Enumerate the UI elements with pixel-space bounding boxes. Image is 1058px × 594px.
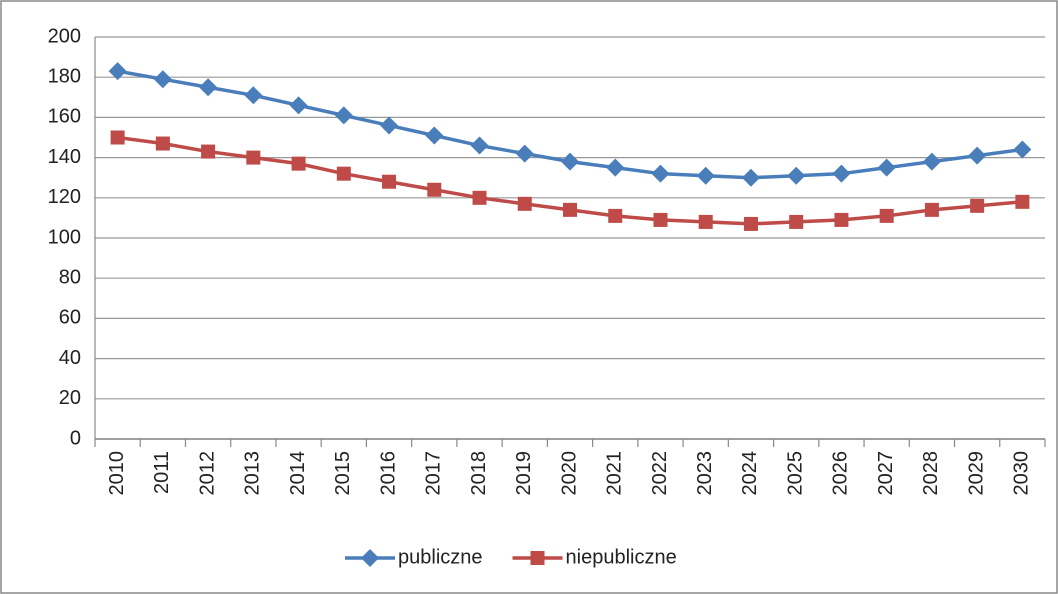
x-tick-label: 2030 bbox=[1011, 451, 1033, 496]
legend-marker bbox=[530, 551, 545, 565]
data-point bbox=[199, 78, 218, 97]
y-tick-label: 20 bbox=[59, 387, 81, 409]
data-point bbox=[606, 158, 625, 177]
data-point bbox=[743, 216, 758, 231]
data-point bbox=[246, 150, 261, 165]
data-point bbox=[651, 164, 670, 183]
data-point bbox=[380, 116, 399, 135]
y-tick-label: 0 bbox=[70, 427, 81, 449]
x-tick-label: 2028 bbox=[920, 451, 942, 496]
x-tick-label: 2020 bbox=[558, 451, 580, 496]
y-tick-label: 100 bbox=[48, 226, 81, 248]
data-point bbox=[472, 190, 487, 205]
legend-marker bbox=[361, 549, 379, 567]
y-tick-label: 160 bbox=[48, 106, 81, 128]
data-point bbox=[334, 106, 353, 125]
x-tick-label: 2013 bbox=[242, 451, 264, 496]
x-tick-label: 2014 bbox=[287, 451, 309, 496]
data-point bbox=[517, 196, 532, 211]
data-point bbox=[787, 166, 806, 185]
x-tick-label: 2026 bbox=[830, 451, 852, 496]
data-point bbox=[427, 182, 442, 197]
y-tick-label: 60 bbox=[59, 307, 81, 329]
data-point bbox=[108, 62, 127, 81]
data-point bbox=[696, 166, 715, 185]
data-point bbox=[922, 152, 941, 171]
data-point bbox=[1015, 194, 1030, 209]
data-point bbox=[789, 214, 804, 229]
y-tick-label: 200 bbox=[48, 25, 81, 47]
data-point bbox=[153, 70, 172, 89]
data-point bbox=[470, 136, 489, 155]
data-point bbox=[563, 202, 577, 217]
data-point bbox=[698, 214, 713, 229]
x-tick-label: 2019 bbox=[513, 451, 535, 496]
x-tick-label: 2022 bbox=[649, 451, 671, 496]
data-point bbox=[1013, 140, 1032, 159]
x-tick-label: 2018 bbox=[468, 451, 490, 496]
data-point bbox=[244, 86, 263, 105]
x-tick-label: 2011 bbox=[151, 451, 173, 494]
y-tick-label: 180 bbox=[48, 65, 81, 87]
x-tick-label: 2016 bbox=[377, 451, 399, 496]
legend-label: niepubliczne bbox=[566, 546, 677, 568]
x-tick-label: 2010 bbox=[106, 451, 128, 496]
x-tick-label: 2012 bbox=[196, 451, 218, 496]
data-point bbox=[970, 198, 985, 213]
data-point bbox=[289, 96, 308, 115]
data-point bbox=[561, 152, 579, 171]
data-point bbox=[879, 208, 894, 223]
x-tick-label: 2017 bbox=[423, 451, 445, 496]
x-tick-label: 2015 bbox=[332, 451, 354, 496]
data-point bbox=[877, 158, 896, 177]
data-point bbox=[653, 212, 668, 227]
x-tick-label: 2023 bbox=[694, 451, 716, 496]
data-point bbox=[924, 202, 939, 217]
x-tick-label: 2024 bbox=[739, 451, 761, 496]
x-tick-label: 2029 bbox=[965, 451, 987, 496]
data-point bbox=[515, 144, 534, 163]
data-point bbox=[155, 136, 170, 151]
data-point bbox=[336, 166, 351, 181]
data-point bbox=[110, 130, 125, 145]
data-point bbox=[608, 208, 623, 223]
data-point bbox=[201, 144, 216, 159]
x-tick-label: 2021 bbox=[604, 451, 626, 496]
data-point bbox=[382, 174, 397, 189]
x-tick-label: 2027 bbox=[875, 451, 897, 496]
data-point bbox=[834, 212, 849, 227]
data-point bbox=[291, 156, 306, 171]
data-point bbox=[832, 164, 851, 183]
legend-label: publiczne bbox=[398, 546, 483, 568]
x-tick-label: 2025 bbox=[784, 451, 806, 496]
y-tick-label: 40 bbox=[59, 347, 81, 369]
y-tick-label: 140 bbox=[48, 146, 81, 168]
data-point bbox=[425, 126, 444, 145]
y-tick-label: 120 bbox=[48, 186, 81, 208]
data-point bbox=[741, 168, 760, 187]
y-tick-label: 80 bbox=[59, 266, 81, 288]
data-point bbox=[968, 146, 987, 165]
